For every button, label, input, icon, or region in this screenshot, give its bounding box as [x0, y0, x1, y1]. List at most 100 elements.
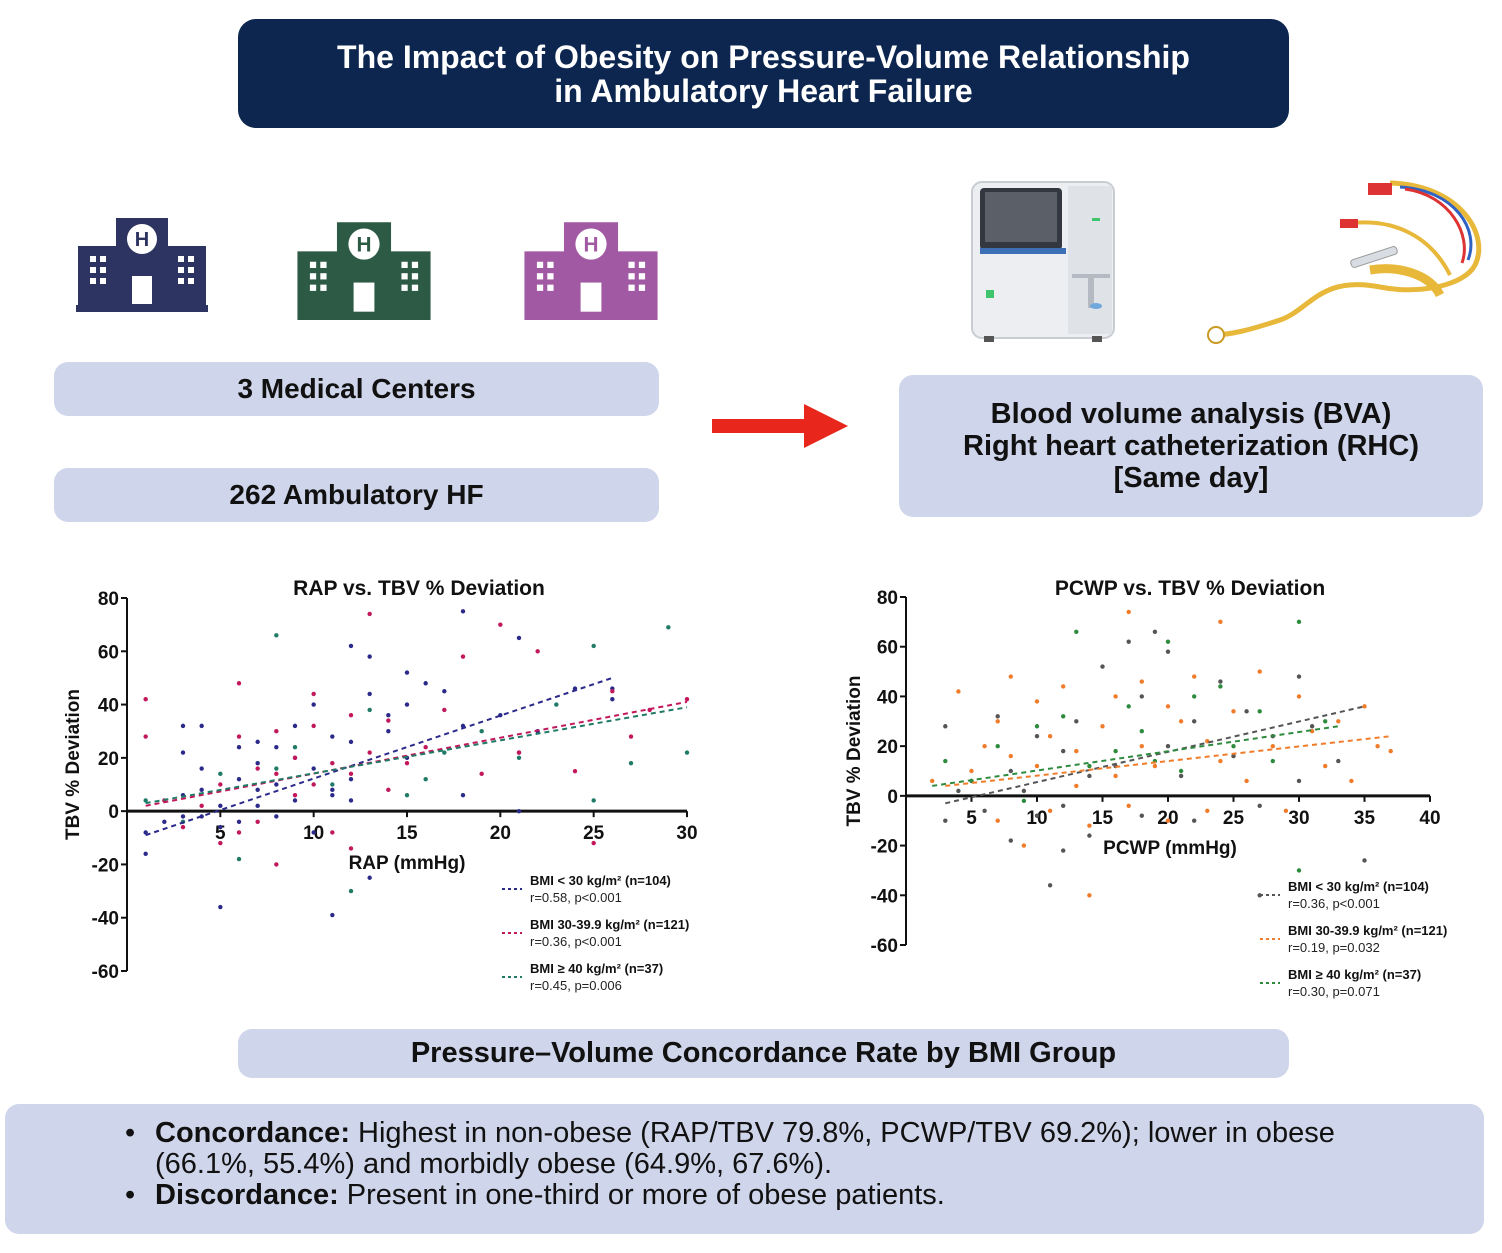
- data-point: [274, 745, 279, 750]
- data-point: [1192, 694, 1197, 699]
- discordance-item: Discordance: Present in one-third or mor…: [125, 1180, 1355, 1212]
- data-point: [1152, 629, 1158, 634]
- data-point: [218, 782, 223, 787]
- x-tick-label: 25: [583, 823, 605, 844]
- data-point: [292, 755, 298, 761]
- data-point: [367, 750, 372, 755]
- data-point: [1349, 778, 1354, 784]
- data-point: [274, 814, 279, 819]
- data-point: [1074, 748, 1079, 754]
- data-point: [1113, 773, 1118, 779]
- data-point: [1139, 694, 1144, 699]
- data-point: [610, 697, 615, 702]
- data-point: [1165, 743, 1171, 749]
- data-point: [218, 803, 223, 809]
- data-point: [1126, 803, 1131, 808]
- data-point: [330, 830, 335, 835]
- data-point: [1309, 724, 1315, 729]
- y-tick-label: 0: [887, 787, 898, 808]
- data-point: [143, 851, 148, 856]
- data-point: [199, 723, 204, 729]
- summary-box: Concordance: Highest in non-obese (RAP/T…: [5, 1104, 1484, 1234]
- data-point: [1165, 639, 1171, 644]
- data-point: [330, 792, 335, 798]
- data-point: [498, 622, 503, 627]
- legend-stat: r=0.36, p<0.001: [530, 934, 622, 949]
- data-point: [1296, 674, 1302, 679]
- data-point: [666, 625, 671, 630]
- data-point: [1126, 639, 1131, 644]
- y-tick-label: 20: [98, 749, 119, 770]
- data-point: [367, 611, 372, 617]
- y-tick-label: -20: [92, 855, 119, 876]
- data-point: [386, 718, 391, 723]
- data-point: [367, 654, 372, 659]
- data-point: [1218, 619, 1223, 625]
- data-point: [442, 689, 447, 694]
- y-axis-label: TBV % Deviation: [844, 676, 865, 827]
- data-point: [995, 818, 1000, 823]
- y-tick-label: 0: [108, 802, 119, 823]
- data-point: [591, 643, 596, 649]
- data-point: [367, 707, 372, 713]
- data-point: [348, 846, 354, 851]
- data-point: [292, 798, 298, 803]
- data-point: [1257, 669, 1262, 674]
- data-point: [554, 702, 559, 707]
- x-axis-label: PCWP (mmHg): [1103, 838, 1237, 859]
- data-point: [1139, 679, 1144, 684]
- x-tick-label: 35: [1354, 808, 1376, 829]
- data-point: [479, 771, 484, 777]
- data-point: [1113, 748, 1118, 754]
- data-point: [591, 840, 596, 846]
- y-tick-label: 60: [877, 638, 898, 659]
- data-point: [442, 750, 447, 755]
- data-point: [330, 782, 335, 787]
- data-point: [423, 681, 428, 686]
- data-point: [1152, 763, 1158, 769]
- data-point: [199, 787, 204, 793]
- data-point: [1034, 763, 1040, 769]
- data-point: [180, 750, 186, 755]
- data-point: [516, 750, 522, 755]
- legend-label: BMI ≥ 40 kg/m² (n=37): [1288, 967, 1421, 982]
- data-point: [255, 739, 260, 745]
- x-axis-label: RAP (mmHg): [349, 853, 466, 874]
- x-tick-label: 10: [1026, 808, 1047, 829]
- data-point: [1257, 709, 1262, 714]
- data-point: [1231, 753, 1236, 759]
- data-point: [1087, 763, 1092, 769]
- data-point: [1061, 714, 1066, 719]
- data-point: [348, 643, 354, 649]
- data-point: [995, 714, 1000, 719]
- data-point: [1139, 729, 1144, 734]
- data-point: [982, 743, 987, 749]
- data-point: [162, 819, 167, 824]
- data-point: [143, 734, 148, 739]
- data-point: [1008, 768, 1013, 774]
- x-tick-label: 5: [215, 823, 226, 844]
- data-point: [236, 734, 242, 739]
- data-point: [1231, 709, 1236, 714]
- data-point: [1061, 803, 1066, 808]
- data-point: [348, 771, 354, 777]
- data-point: [348, 713, 354, 718]
- y-axis-label: TBV % Deviation: [63, 689, 84, 840]
- data-point: [1061, 684, 1066, 689]
- data-point: [1139, 813, 1144, 818]
- legend-label: BMI ≥ 40 kg/m² (n=37): [530, 961, 663, 976]
- data-point: [274, 782, 279, 787]
- hospital-icon: H: [524, 222, 658, 320]
- catheter-icon: [1207, 180, 1482, 344]
- y-tick-label: 40: [98, 696, 119, 717]
- data-point: [982, 808, 987, 813]
- data-point: [274, 766, 279, 771]
- data-point: [255, 766, 260, 771]
- data-point: [1270, 758, 1275, 764]
- data-point: [969, 768, 974, 774]
- data-point: [180, 723, 186, 729]
- data-point: [1244, 778, 1249, 784]
- data-point: [684, 750, 690, 755]
- title-line-1: The Impact of Obesity on Pressure-Volume…: [337, 38, 1190, 75]
- data-point: [442, 707, 447, 713]
